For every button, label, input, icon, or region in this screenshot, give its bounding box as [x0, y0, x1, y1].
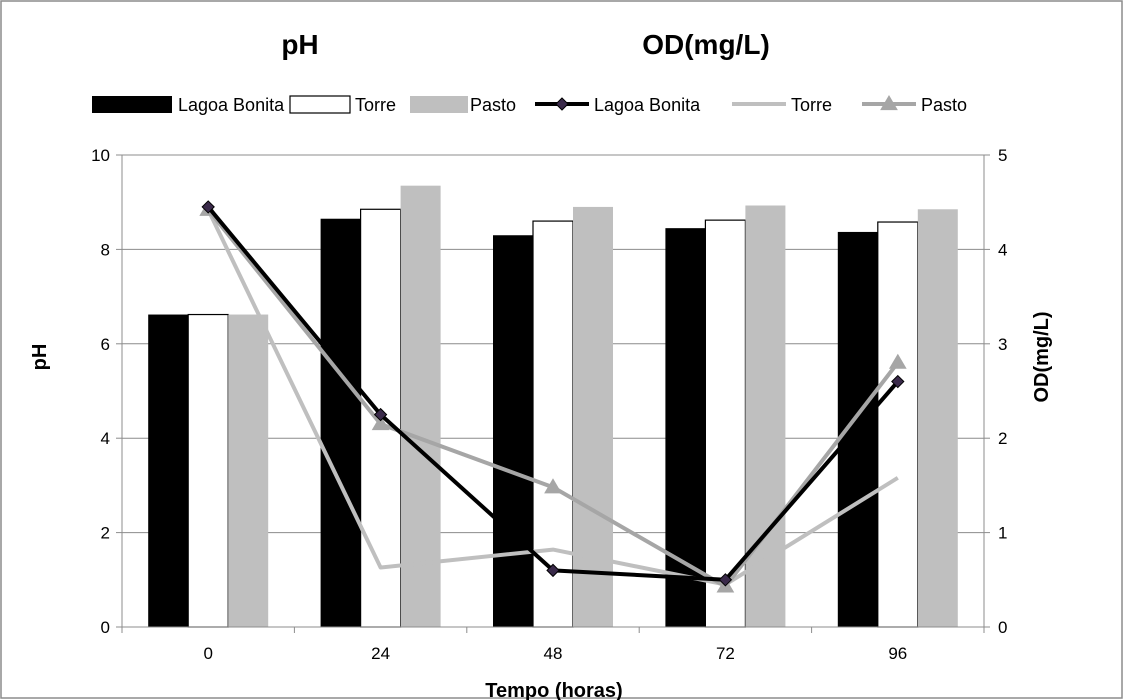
y-tick-label-left: 10: [91, 146, 110, 165]
y-axis-title-left: pH: [29, 344, 51, 371]
y-tick-label-right: 3: [998, 335, 1007, 354]
chart-title-od: OD(mg/L): [642, 29, 770, 60]
point-pasto-24: [371, 415, 390, 431]
x-axis-title: Tempo (horas): [485, 680, 622, 700]
y-tick-label-right: 2: [998, 429, 1007, 448]
y-tick-label-left: 2: [101, 524, 110, 543]
legend: Lagoa Bonita Torre Pasto Lagoa Bonita Torre P…: [92, 95, 967, 115]
point-pasto-48: [544, 478, 562, 494]
x-tick-label: 96: [888, 644, 907, 663]
point-lagoa-bonita-72: [718, 573, 733, 587]
bar-pasto-72: [745, 205, 786, 627]
y-tick-label-left: 4: [101, 429, 110, 448]
legend-label-torre: Torre: [791, 95, 832, 115]
bar-torre-0: [187, 313, 229, 628]
point-lagoa-bonita-96: [891, 374, 905, 389]
y-tick-label-right: 4: [998, 240, 1007, 259]
y-tick-label-right: 5: [998, 146, 1007, 165]
legend-label-pasto: Pasto: [470, 95, 516, 115]
point-lagoa-bonita-48: [546, 563, 560, 578]
chart-title-ph: pH: [281, 29, 318, 60]
y-tick-label-right: 1: [998, 524, 1007, 543]
bar-lagoa-bonita-72: [665, 228, 706, 627]
legend-label-pasto: Pasto: [921, 95, 967, 115]
bar-lagoa-bonita-0: [148, 314, 189, 627]
bar-pasto-96: [917, 209, 958, 627]
y-tick-label-left: 6: [101, 335, 110, 354]
legend-swatch-bar-torre: [289, 95, 351, 114]
x-tick-label: 72: [716, 644, 735, 663]
legend-marker-lagoa-bonita: [555, 97, 569, 111]
line-torre: [206, 208, 899, 587]
y-tick-label-left: 0: [101, 618, 110, 637]
legend-swatch-bar-pasto: [410, 96, 468, 113]
bar-pasto-48: [573, 206, 613, 628]
y-tick-label-left: 8: [101, 240, 110, 259]
point-pasto-96: [888, 353, 907, 369]
bar-lagoa-bonita-24: [320, 218, 361, 627]
y-axis-title-right: OD(mg/L): [1031, 311, 1053, 402]
bar-torre-96: [877, 221, 919, 628]
legend-marker-pasto: [880, 95, 898, 111]
legend-swatch-bar-lagoa-bonita: [92, 96, 172, 113]
y-tick-label-right: 0: [998, 618, 1007, 637]
line-series-group: [199, 200, 907, 593]
point-lagoa-bonita-0: [201, 200, 215, 214]
bar-lagoa-bonita-48: [493, 235, 533, 628]
legend-label-lagoa-bonita: Lagoa Bonita: [594, 95, 701, 115]
legend-label-lagoa-bonita: Lagoa Bonita: [178, 95, 285, 115]
bar-pasto-0: [228, 314, 269, 627]
x-tick-label: 48: [544, 644, 563, 663]
point-lagoa-bonita-24: [373, 407, 388, 422]
legend-label-torre: Torre: [355, 95, 396, 115]
bar-pasto-24: [400, 185, 441, 627]
x-tick-label: 0: [203, 644, 212, 663]
x-tick-label: 24: [371, 644, 390, 663]
